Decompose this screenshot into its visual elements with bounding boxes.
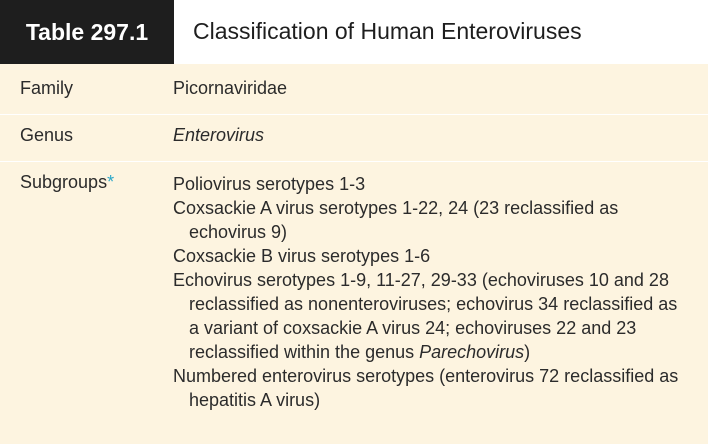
row-label: Genus [20, 125, 74, 145]
row-value: Enterovirus [173, 125, 265, 145]
subgroup-item: Coxsackie A virus serotypes 1-22, 24 (23… [173, 198, 619, 242]
row-value: Picornaviridae [173, 78, 288, 98]
table-number: Table 297.1 [0, 0, 174, 64]
subgroup-item: Echovirus serotypes 1-9, 11-27, 29-33 (e… [173, 268, 688, 364]
subgroup-item-text: Echovirus serotypes 1-9, 11-27, 29-33 (e… [173, 270, 678, 362]
subgroup-item: Numbered enterovirus serotypes (enterovi… [173, 366, 679, 410]
table-header: Table 297.1 Classification of Human Ente… [0, 0, 708, 64]
subgroup-list: Poliovirus serotypes 1-3 Coxsackie A vir… [143, 162, 708, 412]
table-title: Classification of Human Enteroviruses [179, 0, 708, 64]
genus-name: Parechovirus [419, 342, 525, 362]
row-label: Family [20, 78, 73, 98]
header-divider [174, 0, 179, 64]
table-row-family: Family Picornaviridae [0, 64, 708, 114]
footnote-marker: * [107, 172, 115, 192]
row-label: Subgroups* [0, 162, 143, 412]
subgroup-item-text-end: ) [524, 342, 531, 362]
table-row-subgroups: Subgroups* Poliovirus serotypes 1-3 Coxs… [0, 161, 708, 412]
table-row-genus: Genus Enterovirus [0, 114, 708, 161]
subgroup-item: Poliovirus serotypes 1-3 [173, 174, 366, 194]
subgroup-item: Coxsackie B virus serotypes 1-6 [173, 246, 431, 266]
subgroups-label: Subgroups [20, 172, 108, 192]
